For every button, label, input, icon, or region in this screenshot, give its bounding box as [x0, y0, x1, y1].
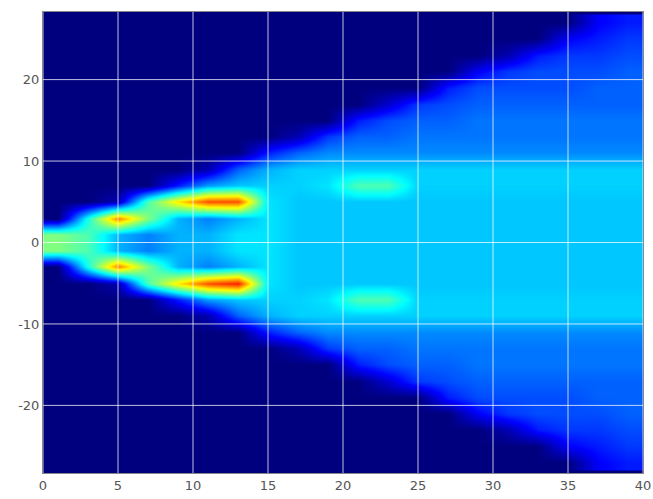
svg-text:0: 0 — [31, 235, 39, 250]
svg-text:30: 30 — [485, 478, 502, 493]
svg-text:-10: -10 — [18, 317, 39, 332]
svg-text:10: 10 — [23, 154, 40, 169]
svg-text:0: 0 — [39, 478, 47, 493]
svg-text:15: 15 — [260, 478, 277, 493]
svg-text:35: 35 — [560, 478, 577, 493]
svg-text:5: 5 — [114, 478, 122, 493]
svg-text:25: 25 — [410, 478, 427, 493]
svg-text:20: 20 — [335, 478, 352, 493]
svg-text:-20: -20 — [18, 398, 39, 413]
svg-text:10: 10 — [185, 478, 202, 493]
svg-text:40: 40 — [635, 478, 652, 493]
svg-text:20: 20 — [23, 72, 40, 87]
